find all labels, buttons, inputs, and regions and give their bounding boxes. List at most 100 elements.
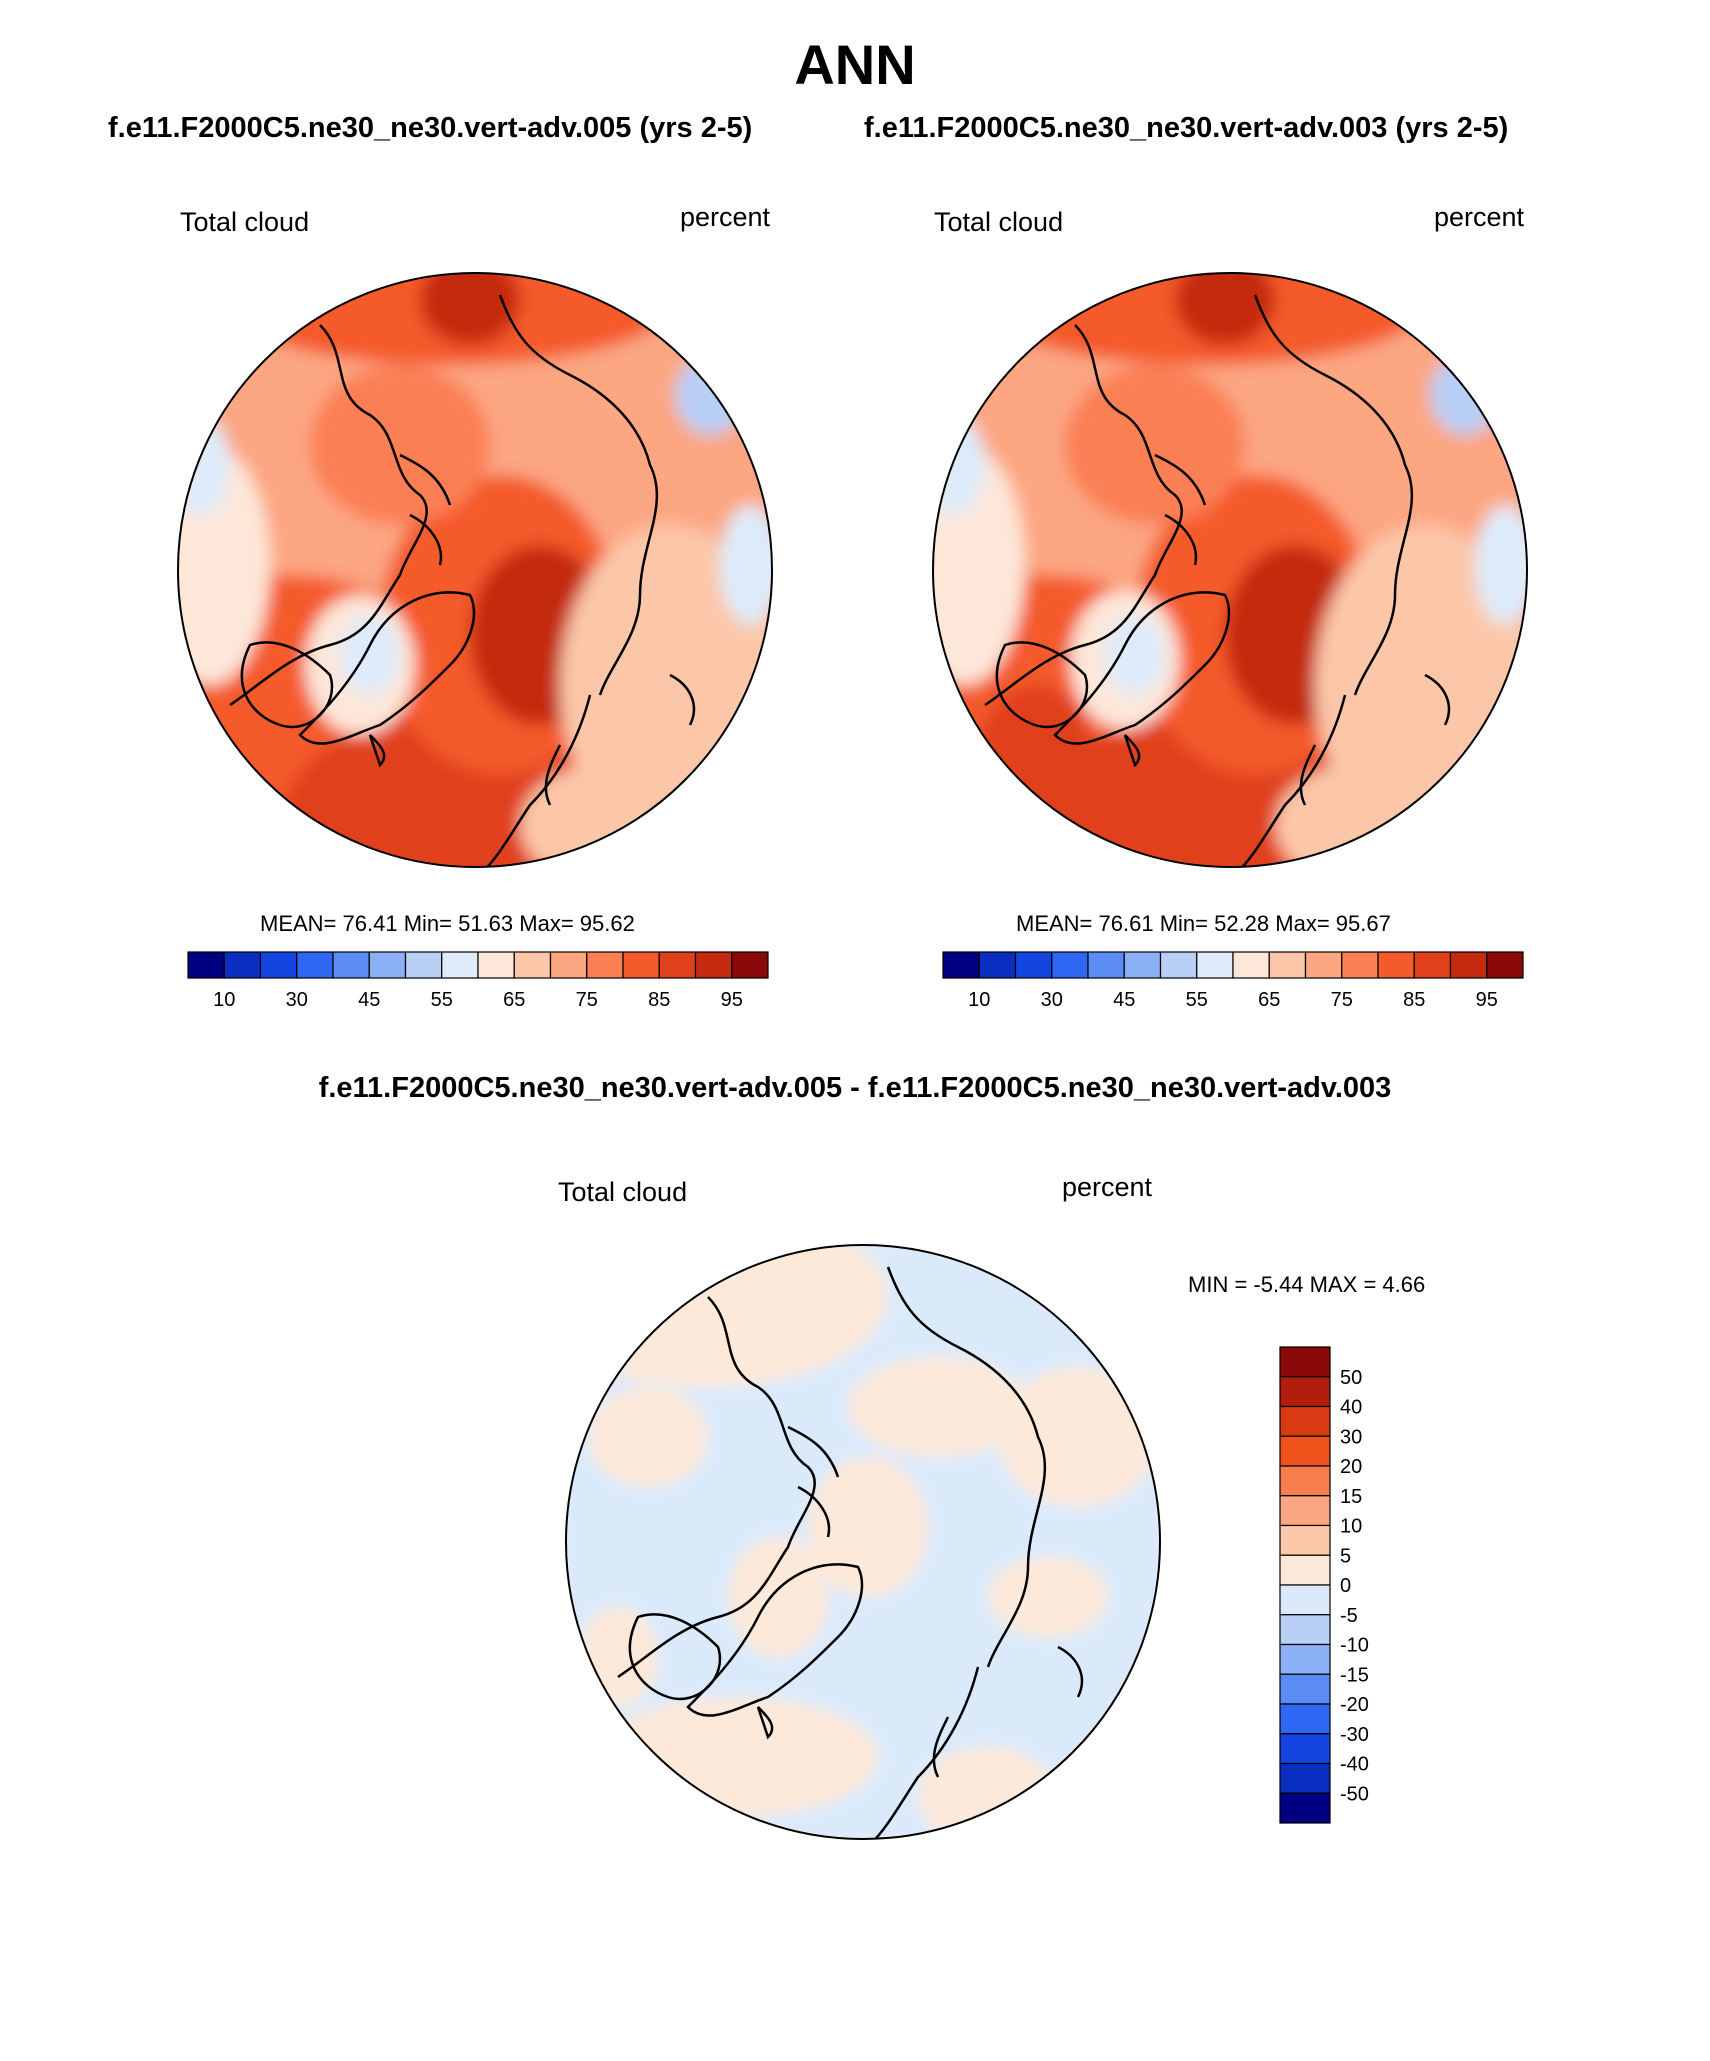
right-colorbar-swatch xyxy=(1159,951,1198,979)
left-colorbar-labels: 10 30 45 55 65 75 85 95 xyxy=(213,989,743,1011)
left-units-label: percent xyxy=(680,202,771,232)
right-colorbar-swatch xyxy=(1123,951,1162,979)
difference-colorbar-swatch xyxy=(1279,1762,1331,1794)
difference-units-label: percent xyxy=(1062,1172,1153,1202)
difference-colorbar-tick-label: 40 xyxy=(1340,1397,1362,1419)
right-colorbar-tick-label: 45 xyxy=(1113,989,1135,1011)
left-colorbar-tick-label: 10 xyxy=(213,989,235,1011)
left-cloud-field xyxy=(178,273,772,867)
difference-colorbar-tick-label: -5 xyxy=(1340,1605,1358,1627)
page-title: ANN xyxy=(794,33,916,96)
right-colorbar-swatch xyxy=(942,951,980,979)
right-colorbar-tick-label: 55 xyxy=(1186,989,1208,1011)
difference-colorbar-swatch xyxy=(1279,1673,1331,1705)
difference-colorbar-tick-label: -40 xyxy=(1340,1754,1369,1776)
left-colorbar-swatch xyxy=(296,951,334,979)
left-colorbar-swatch xyxy=(586,951,624,979)
difference-colorbar-swatch xyxy=(1279,1703,1331,1735)
right-colorbar-tick-label: 75 xyxy=(1331,989,1353,1011)
right-colorbar-swatch xyxy=(978,951,1017,979)
right-map-border xyxy=(932,272,1528,868)
right-colorbar-swatch xyxy=(1196,951,1234,979)
left-variable-label: Total cloud xyxy=(180,207,310,237)
difference-colorbar-swatch xyxy=(1279,1376,1331,1408)
difference-colorbar-swatch xyxy=(1279,1346,1331,1378)
difference-colorbar-tick-label: 15 xyxy=(1340,1486,1362,1508)
difference-colorbar-tick-label: -50 xyxy=(1340,1783,1369,1805)
difference-cloud-field xyxy=(566,1245,1160,1839)
difference-colorbar-swatch xyxy=(1279,1733,1331,1765)
right-colorbar-swatch xyxy=(1268,951,1307,979)
right-colorbar-swatch xyxy=(1413,951,1452,979)
right-colorbar-swatch xyxy=(1087,951,1125,979)
left-colorbar-swatch xyxy=(404,951,443,979)
left-colorbar-swatch xyxy=(549,951,588,979)
right-colorbar-tick-label: 95 xyxy=(1476,989,1498,1011)
difference-title: f.e11.F2000C5.ne30_ne30.vert-adv.005 - f… xyxy=(318,1072,1392,1104)
difference-colorbar-swatch xyxy=(1279,1524,1331,1556)
difference-colorbar-swatch xyxy=(1279,1495,1331,1527)
right-colorbar-swatches xyxy=(942,951,1524,979)
difference-map-border xyxy=(565,1244,1161,1840)
difference-colorbar-tick-label: 5 xyxy=(1340,1545,1351,1567)
difference-coastlines xyxy=(617,1266,1084,1839)
left-colorbar-swatches xyxy=(187,951,769,979)
difference-colorbar-swatch xyxy=(1279,1614,1331,1646)
left-colorbar: 10 30 45 55 65 75 85 95 xyxy=(187,951,769,1011)
left-colorbar-swatch xyxy=(259,951,298,979)
left-colorbar-tick-label: 55 xyxy=(431,989,453,1011)
right-colorbar-swatch xyxy=(1051,951,1089,979)
difference-colorbar-swatch xyxy=(1279,1554,1331,1586)
right-colorbar-swatch xyxy=(1486,951,1524,979)
right-colorbar-swatch xyxy=(1377,951,1415,979)
left-colorbar-swatch xyxy=(731,951,769,979)
left-colorbar-swatch xyxy=(658,951,697,979)
difference-colorbar-swatches xyxy=(1279,1346,1331,1824)
difference-colorbar-tick-label: -20 xyxy=(1340,1694,1369,1716)
left-colorbar-swatch xyxy=(622,951,660,979)
left-colorbar-tick-label: 85 xyxy=(648,989,670,1011)
difference-colorbar-tick-label: -15 xyxy=(1340,1664,1369,1686)
right-coastlines xyxy=(984,294,1451,867)
left-colorbar-swatch xyxy=(441,951,479,979)
difference-colorbar-tick-label: 0 xyxy=(1340,1575,1351,1597)
right-colorbar-swatch xyxy=(1304,951,1343,979)
difference-stats: MIN = -5.44 MAX = 4.66 xyxy=(1188,1272,1426,1297)
difference-colorbar-tick-label: -30 xyxy=(1340,1724,1369,1746)
left-colorbar-tick-label: 75 xyxy=(576,989,598,1011)
difference-variable-label: Total cloud xyxy=(558,1177,688,1207)
difference-polar-map xyxy=(565,1244,1161,1840)
difference-colorbar-tick-label: 10 xyxy=(1340,1516,1362,1538)
difference-colorbar-swatch xyxy=(1279,1435,1331,1467)
left-case-title: f.e11.F2000C5.ne30_ne30.vert-adv.005 (yr… xyxy=(108,112,753,144)
right-colorbar-swatch xyxy=(1449,951,1488,979)
right-colorbar-tick-label: 10 xyxy=(968,989,990,1011)
difference-colorbar-swatch xyxy=(1279,1792,1331,1824)
difference-colorbar-swatch xyxy=(1279,1405,1331,1437)
left-colorbar-swatch xyxy=(694,951,733,979)
left-colorbar-swatch xyxy=(368,951,407,979)
left-polar-map xyxy=(177,272,773,868)
difference-colorbar-tick-label: 20 xyxy=(1340,1456,1362,1478)
left-colorbar-swatch xyxy=(332,951,370,979)
difference-colorbar-swatch xyxy=(1279,1584,1331,1616)
left-colorbar-tick-label: 30 xyxy=(286,989,308,1011)
left-colorbar-swatch xyxy=(513,951,552,979)
difference-colorbar-swatch xyxy=(1279,1643,1331,1675)
left-coastlines xyxy=(229,294,696,867)
right-variable-label: Total cloud xyxy=(934,207,1064,237)
right-stats: MEAN= 76.61 Min= 52.28 Max= 95.67 xyxy=(1016,911,1391,936)
left-map-border xyxy=(177,272,773,868)
right-colorbar-tick-label: 30 xyxy=(1041,989,1063,1011)
left-colorbar-swatch xyxy=(477,951,515,979)
left-colorbar-swatch xyxy=(187,951,225,979)
right-polar-map xyxy=(932,272,1528,868)
right-colorbar-tick-label: 65 xyxy=(1258,989,1280,1011)
right-colorbar: 10 30 45 55 65 75 85 95 xyxy=(942,951,1524,1011)
left-stats: MEAN= 76.41 Min= 51.63 Max= 95.62 xyxy=(260,911,635,936)
left-colorbar-tick-label: 95 xyxy=(721,989,743,1011)
left-colorbar-tick-label: 65 xyxy=(503,989,525,1011)
difference-colorbar-tick-label: -10 xyxy=(1340,1635,1369,1657)
left-colorbar-swatch xyxy=(223,951,262,979)
